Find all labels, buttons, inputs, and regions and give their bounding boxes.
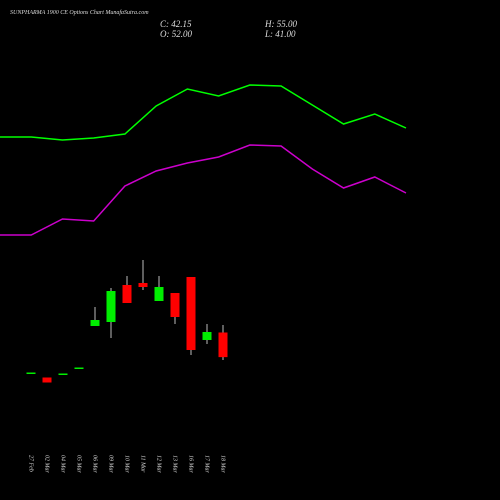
x-tick-label: 06 Mar — [92, 455, 98, 473]
x-tick-label: 17 Mar — [204, 455, 210, 473]
candle-body — [42, 377, 52, 383]
stat-open: O: 52.00 — [160, 29, 192, 39]
stat-low: L: 41.00 — [264, 29, 296, 39]
x-tick-label: 05 Mar — [76, 455, 82, 473]
x-tick-label: 27 Feb — [28, 455, 34, 472]
x-tick-label: 11 Mar — [140, 455, 146, 473]
x-tick-label: 16 Mar — [188, 455, 194, 473]
candle-body — [106, 291, 116, 322]
candle-body — [122, 285, 132, 303]
indicator-line — [0, 144, 407, 236]
candle-body — [74, 367, 84, 369]
candle-body — [90, 320, 100, 326]
candle-body — [138, 283, 148, 287]
indicator-line — [0, 84, 407, 141]
chart-title: SUNPHARMA 1900 CE Options Chart MunafaSu… — [10, 9, 149, 16]
x-tick-label: 13 Mar — [172, 455, 178, 473]
x-tick-label: 12 Mar — [156, 455, 162, 473]
x-tick-label: 02 Mar — [44, 455, 50, 473]
x-tick-label: 09 Mar — [108, 455, 114, 473]
candle-body — [202, 332, 212, 340]
x-tick-label: 10 Mar — [124, 455, 130, 473]
x-tick-label: 04 Mar — [60, 455, 67, 473]
candle-body — [170, 293, 180, 317]
x-tick-label: 18 Mar — [220, 455, 226, 473]
candle-body — [26, 372, 36, 374]
candle-body — [154, 287, 164, 301]
stat-close: C: 42.15 — [160, 19, 192, 29]
stat-high: H: 55.00 — [264, 19, 297, 29]
candle-body — [58, 373, 68, 375]
candle-body — [186, 277, 196, 350]
candle-body — [218, 332, 228, 358]
